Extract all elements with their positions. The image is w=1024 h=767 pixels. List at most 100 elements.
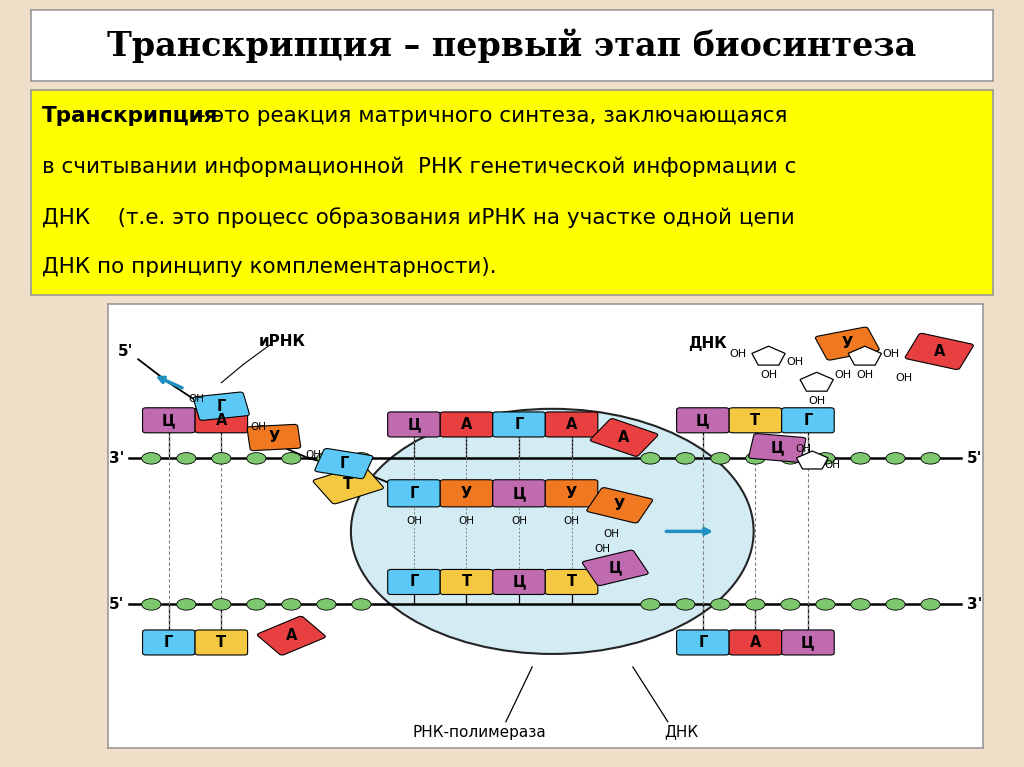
Text: OH: OH (760, 370, 777, 380)
Circle shape (711, 599, 730, 610)
Ellipse shape (351, 409, 754, 654)
Text: Транскрипция: Транскрипция (42, 106, 219, 127)
Circle shape (352, 453, 371, 464)
Text: Ц: Ц (770, 440, 784, 456)
FancyBboxPatch shape (440, 479, 493, 507)
Text: OH: OH (563, 516, 580, 526)
Text: Г: Г (803, 413, 813, 428)
Circle shape (212, 453, 231, 464)
Text: Ц: Ц (608, 561, 623, 575)
FancyBboxPatch shape (388, 569, 440, 594)
FancyBboxPatch shape (781, 630, 835, 655)
Text: ДНК: ДНК (664, 725, 698, 739)
Circle shape (316, 599, 336, 610)
Circle shape (352, 599, 371, 610)
Text: Транскрипция – первый этап биосинтеза: Транскрипция – первый этап биосинтеза (108, 28, 916, 62)
Text: Т: Т (751, 413, 761, 428)
Polygon shape (800, 372, 834, 391)
Text: Г: Г (410, 486, 419, 501)
Text: 5': 5' (118, 344, 133, 359)
FancyBboxPatch shape (591, 419, 657, 456)
FancyBboxPatch shape (440, 569, 493, 594)
FancyBboxPatch shape (749, 433, 806, 463)
Text: 3': 3' (109, 451, 124, 466)
Text: Т: Т (343, 477, 353, 492)
Circle shape (177, 453, 196, 464)
Text: А: А (461, 417, 472, 432)
Circle shape (282, 599, 301, 610)
FancyBboxPatch shape (194, 392, 249, 420)
Text: OH: OH (305, 449, 322, 459)
FancyBboxPatch shape (315, 449, 373, 479)
FancyBboxPatch shape (388, 479, 440, 507)
Circle shape (851, 453, 870, 464)
Circle shape (282, 453, 301, 464)
FancyBboxPatch shape (815, 327, 880, 360)
Text: Т: Т (216, 635, 226, 650)
FancyBboxPatch shape (546, 479, 598, 507)
Circle shape (745, 599, 765, 610)
FancyBboxPatch shape (142, 630, 195, 655)
Text: OH: OH (729, 349, 746, 359)
Text: в считывании информационной  РНК генетической информации с: в считывании информационной РНК генетиче… (42, 156, 797, 177)
FancyBboxPatch shape (313, 465, 383, 504)
FancyBboxPatch shape (729, 630, 781, 655)
FancyBboxPatch shape (729, 408, 781, 433)
Text: OH: OH (511, 516, 527, 526)
Text: 3': 3' (967, 597, 982, 612)
Text: OH: OH (883, 349, 900, 359)
Text: Ц: Ц (512, 486, 526, 501)
Circle shape (676, 599, 695, 610)
Text: А: А (216, 413, 227, 428)
FancyBboxPatch shape (493, 479, 546, 507)
Circle shape (921, 453, 940, 464)
Text: У: У (614, 498, 626, 513)
Text: OH: OH (406, 516, 422, 526)
Text: ДНК    (т.е. это процесс образования иРНК на участке одной цепи: ДНК (т.е. это процесс образования иРНК н… (42, 207, 795, 228)
Text: Г: Г (217, 399, 226, 413)
Text: 5': 5' (109, 597, 124, 612)
Circle shape (745, 453, 765, 464)
Text: Г: Г (339, 456, 348, 471)
FancyBboxPatch shape (257, 617, 326, 655)
Text: OH: OH (824, 460, 841, 470)
Text: А: А (566, 417, 578, 432)
Text: Ц: Ц (696, 413, 710, 428)
Text: Т: Т (566, 574, 577, 590)
Text: иРНК: иРНК (259, 334, 306, 348)
FancyBboxPatch shape (781, 408, 835, 433)
Text: У: У (566, 486, 578, 501)
Text: У: У (268, 430, 280, 445)
Polygon shape (797, 451, 828, 469)
Text: Ц: Ц (408, 417, 421, 432)
Circle shape (641, 453, 660, 464)
Circle shape (212, 599, 231, 610)
Text: ДНК по принципу комплементарности).: ДНК по принципу комплементарности). (42, 257, 497, 277)
Text: Ц: Ц (801, 635, 815, 650)
FancyBboxPatch shape (195, 630, 248, 655)
FancyBboxPatch shape (583, 550, 648, 585)
Text: ДНК: ДНК (688, 336, 727, 351)
FancyBboxPatch shape (677, 408, 729, 433)
Circle shape (780, 599, 800, 610)
Circle shape (247, 453, 266, 464)
Text: Ц: Ц (512, 574, 526, 590)
FancyBboxPatch shape (440, 412, 493, 437)
Text: Г: Г (698, 635, 708, 650)
Text: OH: OH (796, 444, 812, 454)
Text: OH: OH (603, 529, 618, 539)
FancyBboxPatch shape (587, 488, 652, 523)
FancyBboxPatch shape (493, 412, 546, 437)
Circle shape (177, 599, 196, 610)
Circle shape (316, 453, 336, 464)
Text: – это реакция матричного синтеза, заключающаяся: – это реакция матричного синтеза, заключ… (187, 106, 787, 127)
FancyBboxPatch shape (195, 408, 248, 433)
FancyBboxPatch shape (546, 569, 598, 594)
Text: У: У (461, 486, 472, 501)
Circle shape (141, 599, 161, 610)
Text: У: У (842, 336, 853, 351)
FancyBboxPatch shape (142, 408, 195, 433)
FancyBboxPatch shape (546, 412, 598, 437)
FancyBboxPatch shape (905, 334, 974, 370)
Text: РНК-полимераза: РНК-полимераза (413, 725, 547, 739)
